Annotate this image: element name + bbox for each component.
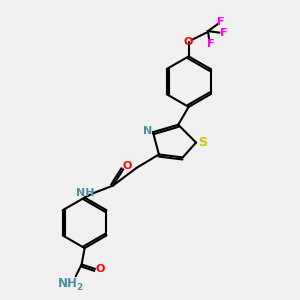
Text: F: F xyxy=(217,16,224,27)
Text: N: N xyxy=(143,126,152,136)
Text: 2: 2 xyxy=(76,284,83,292)
Text: S: S xyxy=(198,136,207,149)
Text: O: O xyxy=(184,37,193,46)
Text: NH: NH xyxy=(58,277,78,290)
Text: F: F xyxy=(220,28,227,38)
Text: O: O xyxy=(122,161,131,171)
Text: O: O xyxy=(96,264,105,274)
Text: NH: NH xyxy=(76,188,94,198)
Text: F: F xyxy=(207,39,215,49)
